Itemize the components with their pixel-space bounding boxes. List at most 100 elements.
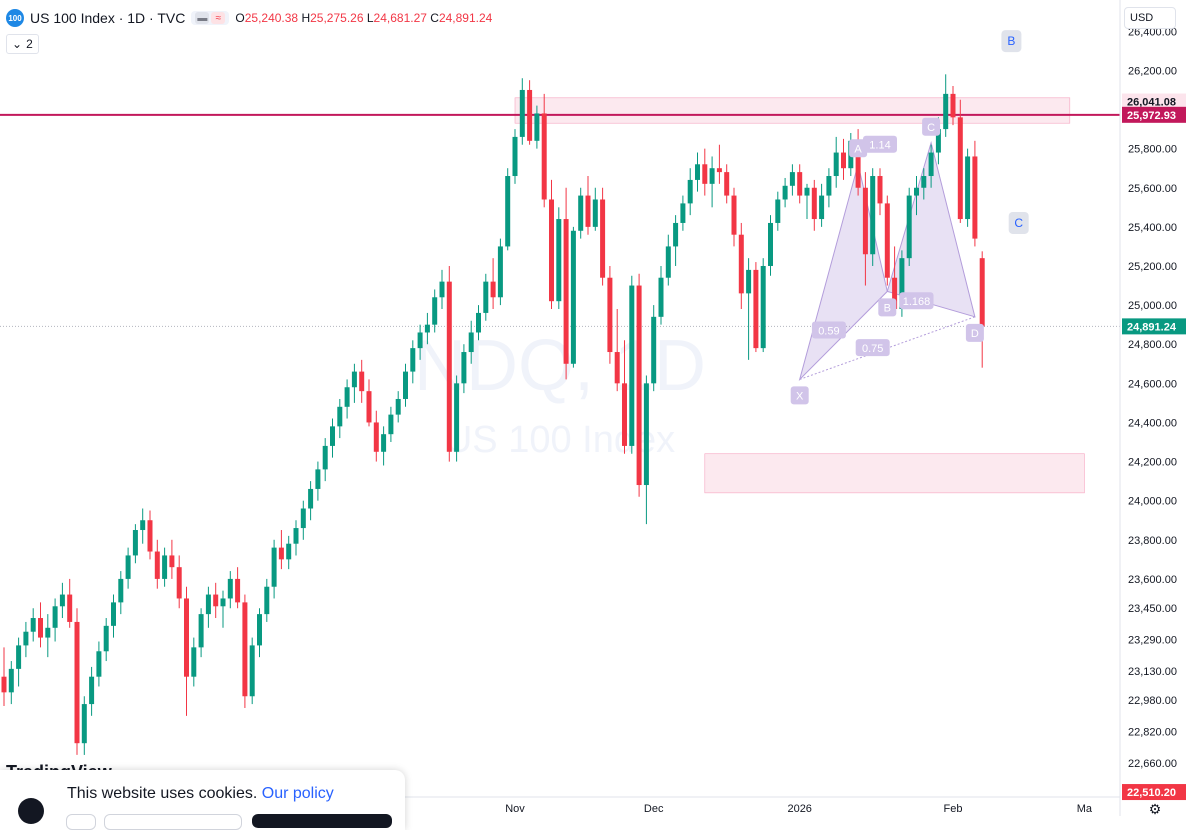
candle-body xyxy=(724,172,730,196)
candle-body xyxy=(176,567,182,599)
candle-body xyxy=(81,704,87,744)
candle-body xyxy=(892,277,898,310)
candle-body xyxy=(366,391,372,423)
candle-body xyxy=(658,277,664,317)
candle-body xyxy=(811,187,817,220)
candle-body xyxy=(337,406,343,427)
candle-body xyxy=(103,625,109,652)
approx-icon[interactable]: ≈ xyxy=(211,12,226,24)
price-tick-label: 26,400.00 xyxy=(1128,26,1177,38)
abc-bg-1 xyxy=(1008,211,1029,234)
ratio-bg-0 xyxy=(863,135,897,153)
price-tick-label: 23,290.00 xyxy=(1128,635,1177,647)
ratio-label-2: 1.168 xyxy=(903,296,931,308)
currency-select[interactable]: USD xyxy=(1124,7,1176,29)
candle-body xyxy=(935,129,941,153)
candle-body xyxy=(629,285,635,446)
price-label-bg-1 xyxy=(1122,106,1186,123)
candle-body xyxy=(96,651,102,677)
candle-body xyxy=(965,156,971,220)
candle-body xyxy=(111,602,116,626)
indicators-count: 2 xyxy=(26,37,33,51)
pattern-point-a: A xyxy=(854,143,862,155)
symbol-title[interactable]: US 100 Index · 1D · TVC xyxy=(30,10,186,26)
candle-body xyxy=(23,631,29,646)
candle-body xyxy=(709,168,715,184)
price-tick-label: 25,600.00 xyxy=(1128,183,1177,195)
candle-body xyxy=(643,383,649,486)
cookie-policy-link[interactable]: Our policy xyxy=(261,785,334,802)
harmonic-labels-layer: X A B C D 1.14 0.59 1.168 0.75 B C xyxy=(790,30,1029,405)
price-label-0: 26,041.08 xyxy=(1127,96,1176,108)
pattern-point-c-bg xyxy=(922,117,941,136)
candle-body xyxy=(972,156,978,239)
minus-icon[interactable]: ▬ xyxy=(195,12,210,24)
candle-body xyxy=(30,618,36,632)
time-label: Ma xyxy=(1077,803,1093,815)
candle-body xyxy=(359,371,365,392)
candle-body xyxy=(563,219,569,364)
candle-body xyxy=(746,269,752,294)
candle-body xyxy=(140,520,146,531)
price-label-bg-0 xyxy=(1122,93,1186,110)
indicators-toggle[interactable]: ⌄ 2 xyxy=(6,34,39,54)
chart-mode-toggle[interactable]: ▬ ≈ xyxy=(191,11,230,25)
candle-body xyxy=(651,316,657,384)
ratio-label-0: 1.14 xyxy=(869,140,890,152)
price-tick-label: 22,820.00 xyxy=(1128,726,1177,738)
chevron-down-icon: ⌄ xyxy=(12,37,23,51)
candle-body xyxy=(184,598,189,677)
price-tick-label: 24,200.00 xyxy=(1128,457,1177,469)
candle-body xyxy=(293,528,299,544)
pattern-point-d-bg xyxy=(965,323,984,342)
candle-body xyxy=(242,602,248,697)
candle-body xyxy=(344,387,350,407)
cookie-text: This website uses cookies. Our policy xyxy=(67,785,334,802)
symbol-logo[interactable]: 100 xyxy=(6,9,24,27)
candle-body xyxy=(578,195,584,231)
candle-body xyxy=(833,152,839,177)
candle-body xyxy=(556,219,562,302)
candle-body xyxy=(490,281,496,298)
cookie-accept-button[interactable] xyxy=(252,814,392,828)
candle-body xyxy=(395,398,401,415)
candle-body xyxy=(403,371,408,399)
candle-body xyxy=(373,422,379,452)
cookie-manage-button[interactable] xyxy=(104,814,242,830)
candle-body xyxy=(862,187,868,255)
price-tick-label: 25,800.00 xyxy=(1128,144,1177,156)
candle-body xyxy=(410,348,416,372)
pattern-point-b: B xyxy=(884,302,891,314)
candle-body xyxy=(549,199,554,302)
gear-icon[interactable]: ⚙ xyxy=(1148,801,1162,817)
candle-body xyxy=(541,113,547,200)
candle-body xyxy=(695,164,700,180)
candle-body xyxy=(760,265,766,349)
candle-body xyxy=(804,187,810,196)
time-label: Nov xyxy=(505,803,525,815)
candle-body xyxy=(476,312,481,333)
pattern-point-x-bg xyxy=(790,386,809,405)
currency-value: USD xyxy=(1130,12,1154,24)
candle-body xyxy=(162,555,168,579)
price-tick-label: 23,450.00 xyxy=(1128,603,1177,615)
candle-body xyxy=(118,578,124,603)
candle-body xyxy=(607,277,613,353)
candle-body xyxy=(687,179,693,204)
candle-body xyxy=(534,113,540,141)
pattern-point-b-bg xyxy=(878,298,897,317)
candle-body xyxy=(855,140,861,188)
price-label-bg-2 xyxy=(1122,318,1186,335)
candle-body xyxy=(271,547,277,587)
candle-body xyxy=(943,93,949,130)
candle-body xyxy=(950,93,956,118)
price-axis: 22,660.00 22,820.00 22,980.00 23,130.00 23,2… xyxy=(1119,0,1186,816)
candle-body xyxy=(417,332,423,349)
candle-body xyxy=(322,445,328,470)
abc-label-c: C xyxy=(1014,216,1023,230)
cookie-banner: This website uses cookies. Our policy xyxy=(0,770,405,830)
abc-bg-0 xyxy=(1001,30,1022,53)
cookie-close-button[interactable] xyxy=(66,814,96,830)
candle-body xyxy=(841,152,846,169)
